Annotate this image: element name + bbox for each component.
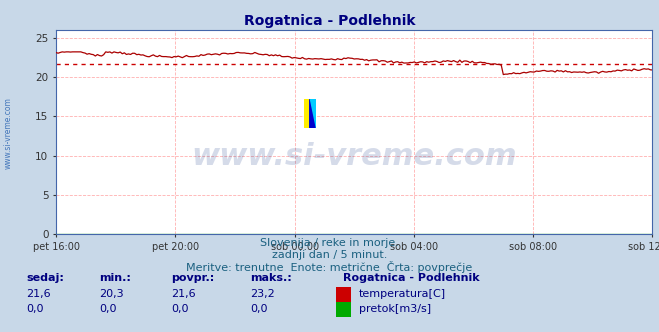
Text: 21,6: 21,6 <box>171 289 196 299</box>
Text: Slovenija / reke in morje.: Slovenija / reke in morje. <box>260 238 399 248</box>
Polygon shape <box>310 99 316 128</box>
Text: 0,0: 0,0 <box>250 304 268 314</box>
Text: povpr.:: povpr.: <box>171 273 215 283</box>
Polygon shape <box>310 99 316 128</box>
Text: pretok[m3/s]: pretok[m3/s] <box>359 304 431 314</box>
Polygon shape <box>310 99 316 128</box>
Text: Rogatnica - Podlehnik: Rogatnica - Podlehnik <box>343 273 479 283</box>
Text: 0,0: 0,0 <box>171 304 189 314</box>
Text: 20,3: 20,3 <box>99 289 123 299</box>
Text: Meritve: trenutne  Enote: metrične  Črta: povprečje: Meritve: trenutne Enote: metrične Črta: … <box>186 261 473 273</box>
Text: 0,0: 0,0 <box>99 304 117 314</box>
Polygon shape <box>304 99 310 128</box>
Text: Rogatnica - Podlehnik: Rogatnica - Podlehnik <box>244 14 415 28</box>
Text: sedaj:: sedaj: <box>26 273 64 283</box>
Polygon shape <box>310 99 316 128</box>
Text: www.si-vreme.com: www.si-vreme.com <box>3 97 13 169</box>
Text: min.:: min.: <box>99 273 130 283</box>
Text: 23,2: 23,2 <box>250 289 275 299</box>
Text: temperatura[C]: temperatura[C] <box>359 289 446 299</box>
Text: maks.:: maks.: <box>250 273 292 283</box>
Text: zadnji dan / 5 minut.: zadnji dan / 5 minut. <box>272 250 387 260</box>
Text: 21,6: 21,6 <box>26 289 51 299</box>
Text: www.si-vreme.com: www.si-vreme.com <box>191 142 517 171</box>
Text: 0,0: 0,0 <box>26 304 44 314</box>
